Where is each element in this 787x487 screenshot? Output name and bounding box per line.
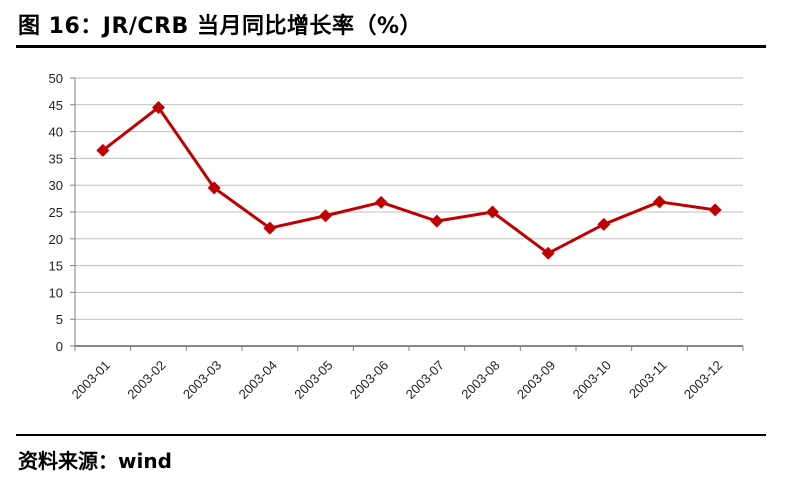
data-point xyxy=(708,203,722,217)
y-tick-label: 35 xyxy=(49,151,63,166)
data-point xyxy=(152,100,165,114)
data-point xyxy=(430,214,444,228)
y-tick-label: 15 xyxy=(49,259,63,274)
data-point xyxy=(263,221,277,235)
y-tick-label: 0 xyxy=(56,339,63,354)
data-point xyxy=(541,246,555,260)
axes xyxy=(70,77,744,351)
data-point xyxy=(597,217,611,231)
y-tick-label: 25 xyxy=(49,205,63,220)
data-point xyxy=(96,143,110,157)
data-point xyxy=(207,181,221,195)
y-tick-label: 30 xyxy=(49,178,63,193)
title-rule xyxy=(16,45,766,48)
y-tick-label: 40 xyxy=(49,125,63,140)
series-line xyxy=(101,105,716,255)
x-tick-label: 2003-01 xyxy=(69,358,113,402)
x-tick-label: 2003-04 xyxy=(236,358,280,402)
x-tick-label: 2003-12 xyxy=(681,358,725,402)
x-tick-label: 2003-03 xyxy=(180,358,224,402)
x-tick-label: 2003-11 xyxy=(626,358,670,402)
grid-lines xyxy=(75,77,743,320)
source-rule xyxy=(16,434,766,436)
x-tick-label: 2003-09 xyxy=(514,358,558,402)
y-tick-labels: 0 5 10 15 20 25 30 35 40 45 50 xyxy=(49,71,63,354)
x-tick-labels: 2003-01 2003-02 2003-03 2003-04 2003-05 2003-… xyxy=(69,358,726,402)
chart-title: 图 16：JR/CRB 当月同比增长率（%） xyxy=(18,14,422,39)
series xyxy=(96,100,722,260)
y-tick-label: 5 xyxy=(56,312,63,327)
x-tick-label: 2003-10 xyxy=(570,358,614,402)
y-tick-label: 20 xyxy=(49,232,63,247)
data-point xyxy=(319,209,332,223)
x-tick-label: 2003-02 xyxy=(124,358,168,402)
x-tick-label: 2003-05 xyxy=(291,358,335,402)
y-tick-label: 50 xyxy=(49,71,63,86)
y-tick-label: 10 xyxy=(49,285,63,300)
source-note: 资料来源：wind xyxy=(18,449,172,473)
y-tick-label: 45 xyxy=(49,98,63,113)
x-tick-label: 2003-08 xyxy=(458,358,502,402)
x-tick-label: 2003-06 xyxy=(347,358,391,402)
data-point xyxy=(653,195,666,209)
data-point xyxy=(486,205,499,219)
x-tick-label: 2003-07 xyxy=(403,358,447,402)
data-point xyxy=(374,195,388,209)
